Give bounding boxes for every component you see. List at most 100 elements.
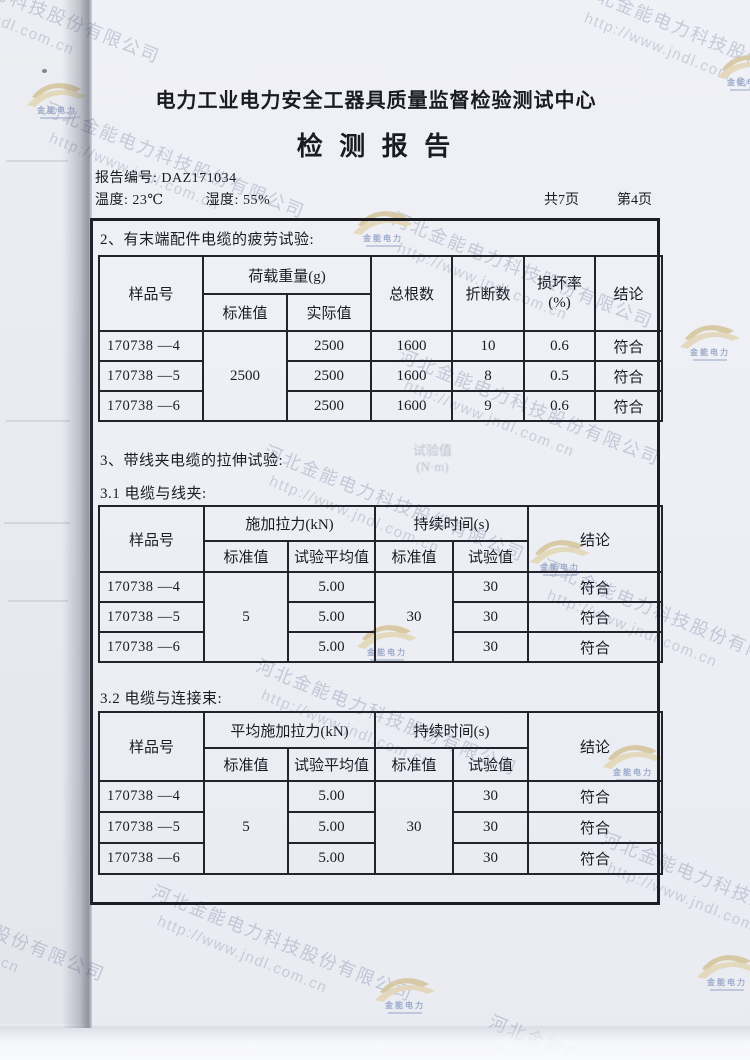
cell-duration-test: 30 [452,601,530,633]
total-pages: 共7页 [544,193,579,208]
cell-duration-standard: 30 [374,571,455,663]
cell-duration-test: 30 [452,571,530,603]
report-number-value: DAZ171034 [161,171,237,186]
table-row: 170738 —6 2500 1600 9 0.6 符合 [98,390,663,422]
table-row: 170738 —4 5 5.00 30 30 符合 [98,571,664,663]
header-conclusion: 结论 [594,255,663,332]
report-number-label: 报告编号: [95,171,158,186]
header-test-average: 试验平均值 [286,747,377,782]
cell-broken-count: 9 [451,390,525,422]
cell-conclusion: 符合 [594,360,663,392]
section-2-title: 2、有末端配件电缆的疲劳试验: [100,232,315,248]
report-number-line: 报告编号: DAZ171034 [95,167,237,187]
report-body-frame: 2、有末端配件电缆的疲劳试验: 样品号 荷载重量(g) 总根数 折断数 损坏率 … [90,218,664,905]
cell-sample-id: 170738 —5 [98,360,204,392]
cell-standard-value: 2500 [202,330,288,422]
section-3-2-title: 3.2 电缆与连接束: [100,691,223,707]
table-row: 170738 —5 5.00 30 符合 [98,811,664,844]
header-sample: 样品号 [98,711,205,782]
header-duration-standard: 标准值 [374,747,455,782]
cell-test-average: 5.00 [286,842,377,875]
header-duration: 持续时间(s) [374,711,530,749]
organization-title: 电力工业电力安全工器具质量监督检验测试中心 [155,90,597,112]
cell-conclusion: 符合 [527,811,664,844]
cell-sample-id: 170738 —5 [98,811,205,844]
header-duration-standard: 标准值 [374,540,455,573]
cell-conclusion: 符合 [594,390,663,422]
current-page: 第4页 [617,193,652,208]
cell-test-average: 5.00 [286,780,377,813]
cell-force-standard: 5 [203,571,289,663]
header-load-weight: 荷载重量(g) [202,255,372,295]
clamp-tensile-table: 样品号 施加拉力(kN) 持续时间(s) 结论 标准值 试验平均值 标准值 试验… [98,505,664,663]
header-duration-test: 试验值 [452,747,530,782]
section-3-title: 3、带线夹电缆的拉伸试验: [100,453,284,469]
cell-sample-id: 170738 —4 [98,571,205,603]
cell-sample-id: 170738 —6 [98,842,205,875]
header-conclusion: 结论 [527,505,664,573]
table-row: 170738 —5 2500 1600 8 0.5 符合 [98,360,663,392]
cell-actual-value: 2500 [286,390,372,422]
table-row: 170738 —4 2500 2500 1600 10 0.6 符合 [98,330,663,422]
cell-sample-id: 170738 —5 [98,601,205,633]
cell-conclusion: 符合 [527,631,664,663]
table-row: 170738 —6 5.00 30 符合 [98,842,664,875]
header-conclusion: 结论 [527,711,664,782]
cell-total-count: 1600 [370,390,453,422]
header-broken-count: 折断数 [451,255,525,332]
header-total-count: 总根数 [370,255,453,332]
header-sample: 样品号 [98,255,204,332]
cell-conclusion: 符合 [527,601,664,633]
header-applied-force: 施加拉力(kN) [202,505,377,542]
bundle-tensile-table: 样品号 平均施加拉力(kN) 持续时间(s) 结论 标准值 试验平均值 标准值 … [98,711,664,875]
table-row: 170738 —5 5.00 30 符合 [98,601,664,633]
cell-conclusion: 符合 [527,571,664,603]
cell-damage-rate: 0.5 [523,360,596,392]
cell-actual-value: 2500 [286,360,372,392]
adjacent-page-strip [0,0,86,1024]
document-title: 检 测 报 告 [296,132,456,161]
cell-actual-value: 2500 [286,330,372,362]
humidity-value: 55% [242,193,271,208]
cell-broken-count: 10 [451,330,525,362]
header-duration: 持续时间(s) [374,505,530,542]
cell-duration-test: 30 [452,631,530,663]
cell-test-average: 5.00 [286,571,377,603]
temperature-label: 温度: [95,193,129,208]
scan-speck [42,69,47,73]
conditions-line: 温度: 23℃ 湿度: 55% [95,189,270,209]
cell-duration-test: 30 [452,780,530,813]
cell-broken-count: 8 [451,360,525,392]
header-sample: 样品号 [98,505,205,573]
cell-damage-rate: 0.6 [523,390,596,422]
cell-damage-rate: 0.6 [523,330,596,362]
cell-total-count: 1600 [370,360,453,392]
cell-conclusion: 符合 [527,780,664,813]
cell-test-average: 5.00 [286,601,377,633]
header-average-applied-force: 平均施加拉力(kN) [202,711,377,749]
header-actual-value: 实际值 [286,293,372,332]
cell-sample-id: 170738 —6 [98,390,204,422]
header-standard-value: 标准值 [203,540,289,573]
cell-total-count: 1600 [370,330,453,362]
cell-force-standard: 5 [203,780,289,875]
cell-conclusion: 符合 [527,842,664,875]
cell-duration-standard: 30 [374,780,455,875]
cell-test-average: 5.00 [286,811,377,844]
header-standard-value: 标准值 [203,747,289,782]
header-test-average: 试验平均值 [286,540,377,573]
cell-sample-id: 170738 —4 [98,330,204,362]
cell-sample-id: 170738 —4 [98,780,205,813]
cell-test-average: 5.00 [286,631,377,663]
cell-duration-test: 30 [452,842,530,875]
humidity-label: 湿度: [205,193,239,208]
cell-duration-test: 30 [452,811,530,844]
header-duration-test: 试验值 [452,540,530,573]
temperature-value: 23℃ [132,193,164,208]
header-standard-value: 标准值 [202,293,288,332]
cell-sample-id: 170738 —6 [98,631,205,663]
section-3-1-title: 3.1 电缆与线夹: [100,486,207,502]
cell-conclusion: 符合 [594,330,663,362]
